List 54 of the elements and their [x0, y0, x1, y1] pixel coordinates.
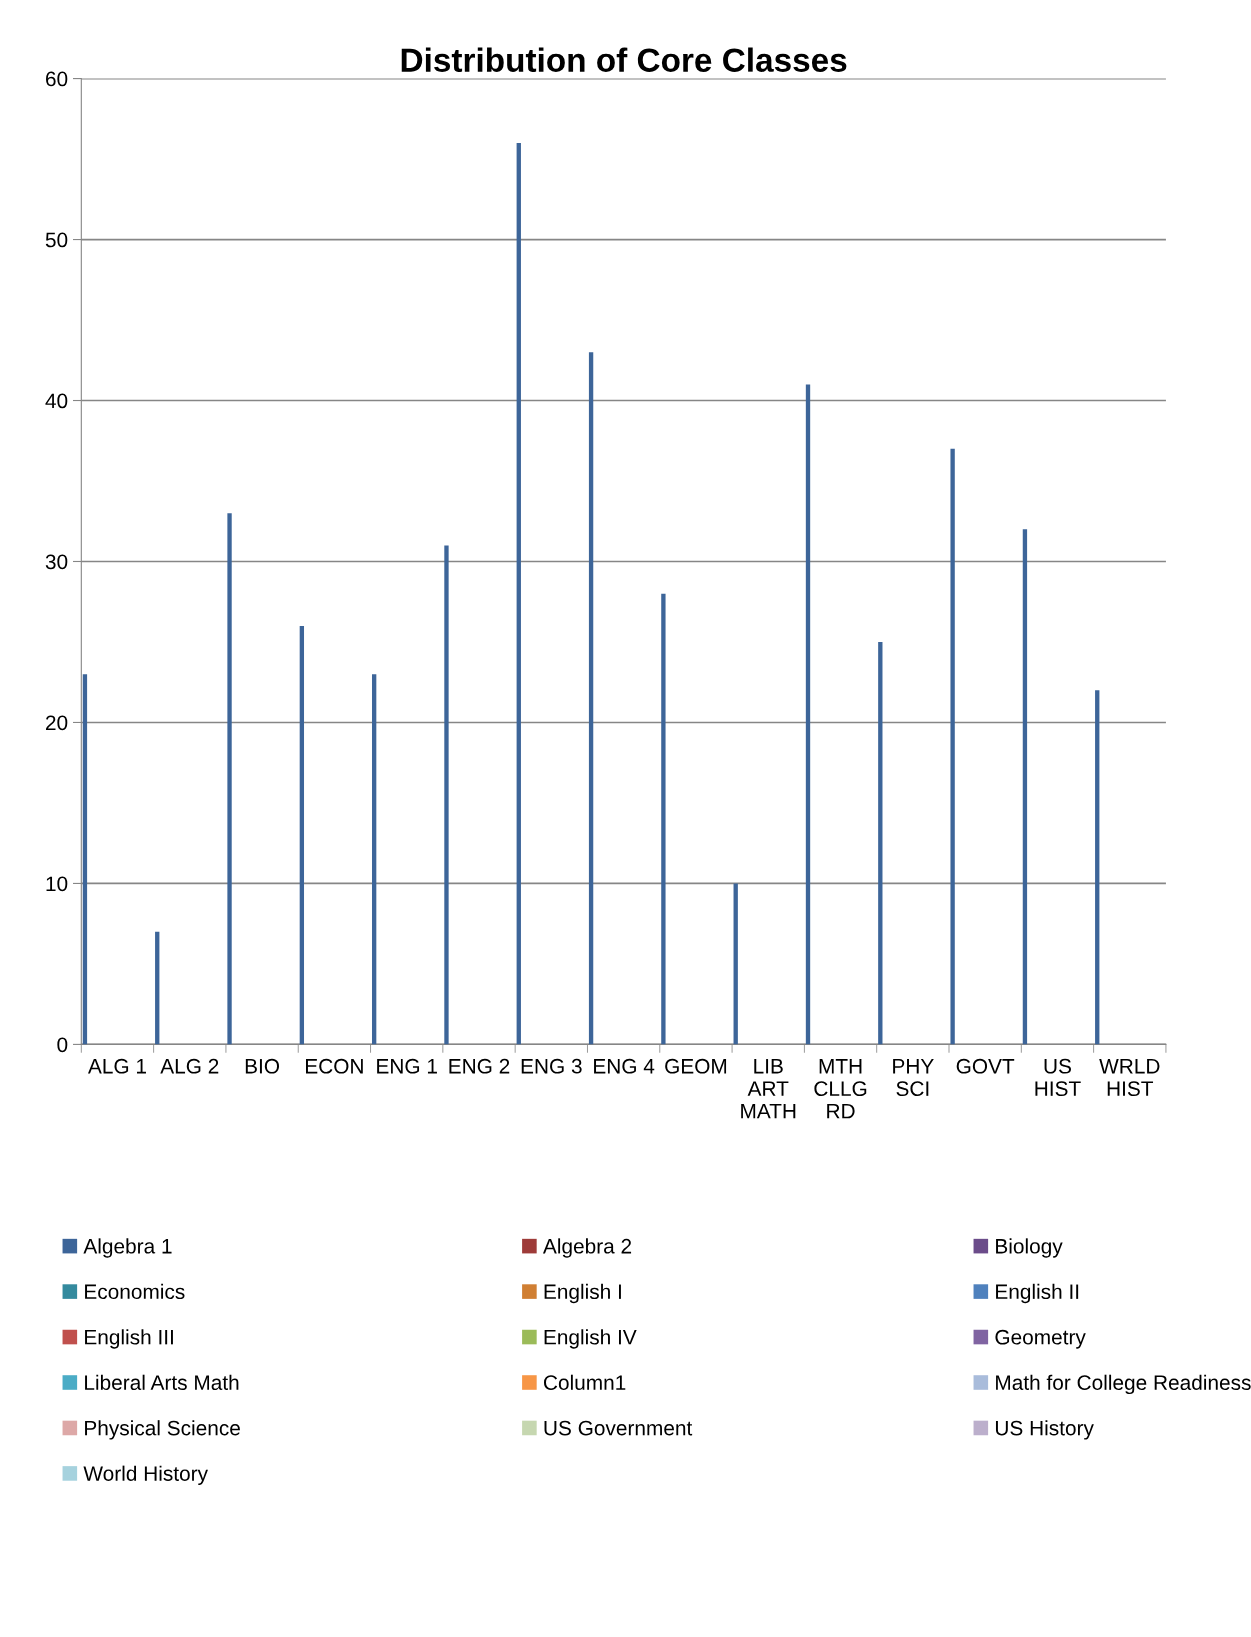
- legend-label: Algebra 1: [83, 1238, 172, 1258]
- bar: [878, 641, 883, 1045]
- x-tick-label: ENG 2: [449, 1058, 510, 1074]
- bar: [950, 448, 955, 1045]
- x-tick-label: WRLD HIST: [1099, 1059, 1160, 1097]
- y-tick-label: 20: [46, 715, 68, 731]
- bar: [371, 674, 377, 1045]
- legend-label: Physical Science: [85, 1420, 240, 1440]
- legend-label: US Government: [544, 1420, 693, 1436]
- legend-label: English III: [85, 1329, 173, 1349]
- x-tick-label: PHY SCI: [893, 1059, 934, 1097]
- bar: [444, 545, 449, 1045]
- legend-label: English IV: [544, 1329, 637, 1349]
- bar: [155, 931, 160, 1045]
- legend-label: English II: [996, 1283, 1079, 1304]
- y-tick-label: 0: [57, 1037, 68, 1053]
- bar: [516, 142, 521, 1045]
- legend-label: Math for College Readiness: [996, 1374, 1251, 1395]
- x-tick-label: LIB ART MATH: [741, 1059, 796, 1119]
- bar: [227, 513, 232, 1045]
- x-tick-label: GEOM: [665, 1058, 727, 1074]
- y-tick-label: 50: [45, 232, 68, 248]
- bar: [733, 883, 738, 1045]
- y-tick-label: 10: [46, 876, 68, 892]
- bar: [82, 674, 88, 1045]
- x-tick-label: ENG 4: [594, 1058, 655, 1074]
- x-tick-label: ALG 2: [160, 1058, 219, 1074]
- legend-label: Economics: [85, 1283, 185, 1300]
- x-tick-label: ENG 1: [377, 1058, 437, 1074]
- bar: [805, 384, 811, 1045]
- x-tick-label: ENG 3: [521, 1058, 582, 1074]
- chart-title: Distribution of Core Classes: [401, 47, 847, 72]
- legend-label: English I: [544, 1283, 621, 1304]
- bar: [1022, 529, 1028, 1045]
- y-tick-label: 60: [46, 71, 68, 87]
- x-tick-label: GOVT: [956, 1058, 1015, 1074]
- legend-label: Biology: [996, 1238, 1063, 1258]
- legend-label: World History: [83, 1465, 208, 1486]
- y-tick-label: 30: [45, 554, 68, 570]
- legend-label: Column1: [543, 1374, 626, 1390]
- bar: [1095, 690, 1100, 1045]
- bar: [588, 352, 594, 1045]
- legend-label: Algebra 2: [542, 1238, 632, 1258]
- legend-label: Liberal Arts Math: [85, 1374, 239, 1390]
- legend-label: Geometry: [995, 1329, 1086, 1349]
- x-tick-label: MTH CLLG RD: [814, 1059, 867, 1119]
- bar: [299, 625, 305, 1045]
- legend-label: US History: [995, 1420, 1094, 1440]
- x-tick-label: ALG 1: [87, 1058, 146, 1074]
- x-tick-label: ECON: [306, 1058, 363, 1074]
- y-tick-label: 40: [45, 393, 68, 409]
- x-tick-label: BIO: [245, 1058, 280, 1074]
- x-tick-label: US HIST: [1035, 1058, 1081, 1097]
- bar: [661, 593, 666, 1045]
